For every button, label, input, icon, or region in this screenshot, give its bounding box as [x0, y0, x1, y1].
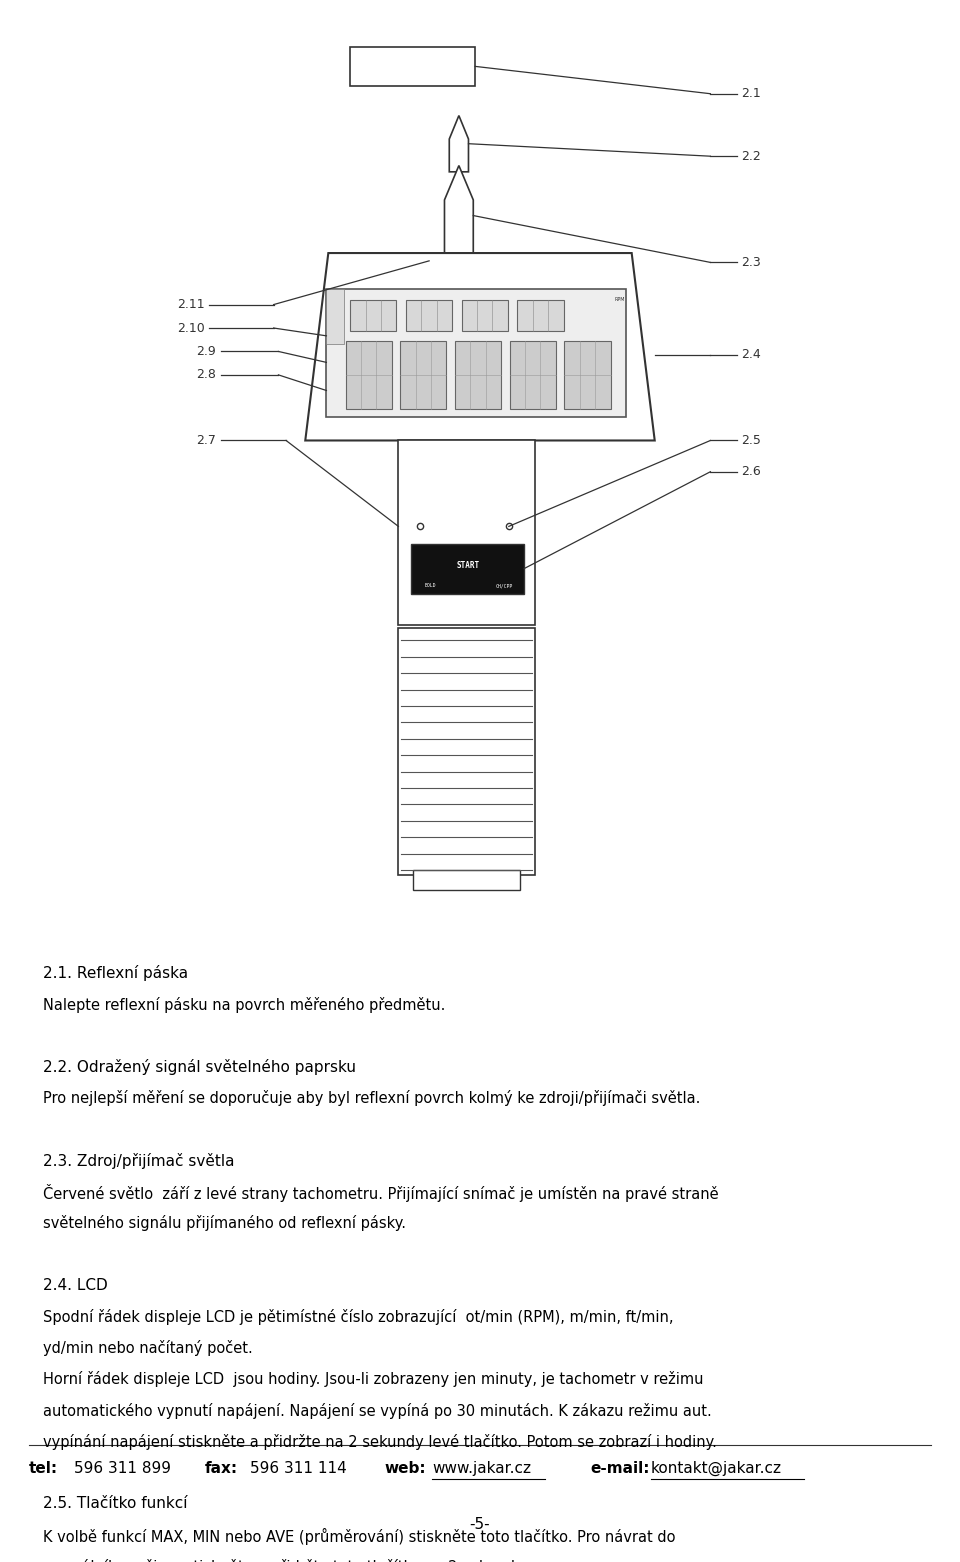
Text: tel:: tel: — [29, 1460, 58, 1476]
Text: světelného signálu přijímaného od reflexní pásky.: světelného signálu přijímaného od reflex… — [43, 1215, 406, 1231]
Bar — [564, 341, 611, 409]
Text: Červené světlo  září z levé strany tachometru. Přijímající snímač je umístěn na : Červené světlo září z levé strany tachom… — [43, 1184, 719, 1203]
Bar — [429, 261, 494, 320]
Text: 2.11: 2.11 — [177, 298, 204, 311]
Bar — [326, 289, 626, 417]
Text: -5-: -5- — [469, 1517, 491, 1532]
Text: BOLD: BOLD — [424, 583, 436, 589]
Text: 2.1. Reflexní páska: 2.1. Reflexní páska — [43, 965, 188, 981]
Bar — [510, 341, 556, 409]
Text: 2.7: 2.7 — [196, 434, 216, 447]
Text: Horní řádek displeje LCD  jsou hodiny. Jsou-li zobrazeny jen minuty, je tachomet: Horní řádek displeje LCD jsou hodiny. Js… — [43, 1371, 704, 1387]
Text: CH/CPP: CH/CPP — [495, 583, 513, 589]
Text: 2.5: 2.5 — [741, 434, 761, 447]
Text: web:: web: — [384, 1460, 425, 1476]
Bar — [455, 341, 501, 409]
Text: vypínání napájení stiskněte a přidržte na 2 sekundy levé tlačítko. Potom se zobr: vypínání napájení stiskněte a přidržte n… — [43, 1434, 717, 1450]
Text: RPM: RPM — [614, 297, 625, 303]
Text: 2.2. Odražený signál světelného paprsku: 2.2. Odražený signál světelného paprsku — [43, 1059, 356, 1075]
Text: 2.4: 2.4 — [741, 348, 761, 361]
Polygon shape — [449, 116, 468, 172]
Bar — [413, 870, 520, 890]
Text: yd/min nebo načítaný počet.: yd/min nebo načítaný počet. — [43, 1340, 252, 1356]
Text: 2.5. Tlačítko funkcí: 2.5. Tlačítko funkcí — [43, 1496, 188, 1512]
Text: 596 311 114: 596 311 114 — [250, 1460, 347, 1476]
Bar — [462, 300, 508, 331]
Text: fax:: fax: — [204, 1460, 238, 1476]
Text: 2.9: 2.9 — [196, 345, 216, 358]
Text: 2.1: 2.1 — [741, 87, 761, 100]
Bar — [398, 628, 535, 875]
Text: Pro nejlepší měření se doporučuje aby byl reflexní povrch kolmý ke zdroji/přijím: Pro nejlepší měření se doporučuje aby by… — [43, 1090, 701, 1106]
Text: K volbě funkcí MAX, MIN nebo AVE (průměrování) stiskněte toto tlačítko. Pro návr: K volbě funkcí MAX, MIN nebo AVE (průměr… — [43, 1528, 676, 1545]
Text: 2.10: 2.10 — [177, 322, 204, 334]
Text: 596 311 899: 596 311 899 — [74, 1460, 171, 1476]
Text: 2.6: 2.6 — [741, 465, 761, 478]
Bar — [411, 544, 524, 594]
Bar — [350, 47, 475, 86]
Bar — [346, 341, 392, 409]
Text: Spodní řádek displeje LCD je pětimístné číslo zobrazující  ot/min (RPM), m/min, : Spodní řádek displeje LCD je pětimístné … — [43, 1309, 674, 1325]
Polygon shape — [305, 253, 655, 440]
Polygon shape — [444, 166, 473, 266]
Bar — [517, 300, 564, 331]
Text: normálního režimu stiskněte a přidržte toto tlačítko na 2 sekundy.: normálního režimu stiskněte a přidržte t… — [43, 1559, 526, 1562]
Text: 2.3: 2.3 — [741, 256, 761, 269]
Text: START: START — [457, 561, 480, 570]
Text: 2.8: 2.8 — [196, 369, 216, 381]
Bar — [398, 440, 535, 625]
Text: www.jakar.cz: www.jakar.cz — [432, 1460, 531, 1476]
Bar — [326, 289, 344, 344]
Bar — [400, 341, 446, 409]
Text: automatického vypnutí napájení. Napájení se vypíná po 30 minutách. K zákazu reži: automatického vypnutí napájení. Napájení… — [43, 1403, 712, 1418]
Text: e-mail:: e-mail: — [590, 1460, 650, 1476]
Text: kontakt@jakar.cz: kontakt@jakar.cz — [651, 1460, 781, 1476]
Text: 2.4. LCD: 2.4. LCD — [43, 1278, 108, 1293]
Text: Nalepte reflexní pásku na povrch měřeného předmětu.: Nalepte reflexní pásku na povrch měřenéh… — [43, 997, 445, 1012]
Text: 2.3. Zdroj/přijímač světla: 2.3. Zdroj/přijímač světla — [43, 1153, 234, 1168]
Bar — [350, 300, 396, 331]
Bar — [406, 300, 452, 331]
Text: 2.2: 2.2 — [741, 150, 761, 162]
